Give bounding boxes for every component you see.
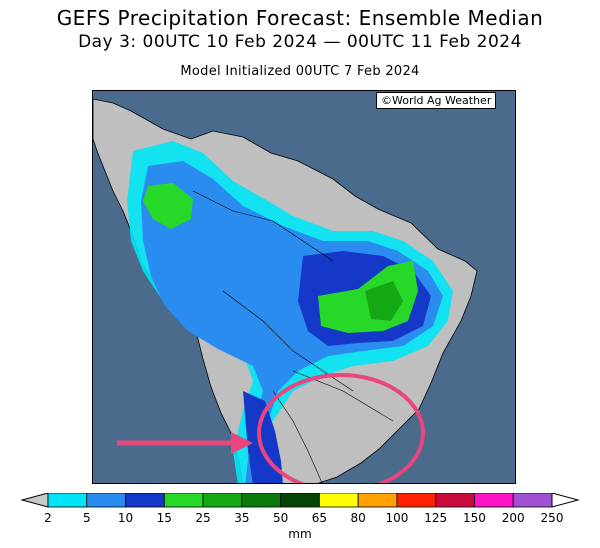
colorbar-tick-label: 5 (82, 511, 91, 525)
colorbar-tick-label: 25 (195, 511, 211, 525)
colorbar-swatch (357, 493, 398, 508)
colorbar-swatch (241, 493, 282, 508)
colorbar-swatch (125, 493, 165, 508)
credit-label: ©World Ag Weather (376, 92, 497, 109)
colorbar-over-triangle (551, 493, 580, 508)
valid-period: Day 3: 00UTC 10 Feb 2024 — 00UTC 11 Feb … (78, 32, 522, 52)
precip-south-band (243, 391, 283, 483)
colorbar-tick-label: 35 (234, 511, 250, 525)
colorbar-under-triangle (20, 493, 49, 508)
colorbar-swatch (512, 493, 553, 508)
colorbar-swatch (318, 493, 359, 508)
colorbar-tick-label: 100 (385, 511, 409, 525)
highlight-circle (257, 373, 425, 483)
country-borders (192, 190, 394, 483)
colorbar (20, 493, 580, 508)
colorbar-tick-label: 80 (350, 511, 366, 525)
precipitation-map (92, 90, 516, 484)
colorbar-swatch (86, 493, 126, 508)
colorbar-tick-label: 50 (272, 511, 289, 525)
colorbar-tick-label: 250 (540, 511, 564, 525)
precip-25-35mm (365, 281, 403, 321)
precip-5-10mm (141, 161, 443, 483)
colorbar-swatch (474, 493, 514, 508)
colorbar-tick-label: 65 (311, 511, 328, 525)
highlight-arrow (117, 432, 253, 454)
colorbar-swatch (163, 493, 204, 508)
model-init: Model Initialized 00UTC 7 Feb 2024 (180, 64, 420, 79)
map-canvas (93, 98, 478, 483)
colorbar-swatch (47, 493, 88, 508)
colorbar-tick-label: 2 (44, 511, 52, 525)
colorbar-tick-label: 15 (156, 511, 172, 525)
colorbar-swatch (396, 493, 437, 508)
units-label: mm (288, 527, 312, 541)
colorbar-tick-label: 125 (424, 511, 448, 525)
colorbar-tick-label: 10 (117, 511, 134, 525)
colorbar-swatch (202, 493, 243, 508)
precip-15-25mm-north (143, 183, 193, 229)
colorbar-tick-label: 150 (463, 511, 486, 525)
colorbar-swatch (280, 493, 320, 508)
colorbar-swatch (435, 493, 475, 508)
map-title: GEFS Precipitation Forecast: Ensemble Me… (56, 6, 544, 30)
colorbar-tick-label: 200 (501, 511, 525, 525)
